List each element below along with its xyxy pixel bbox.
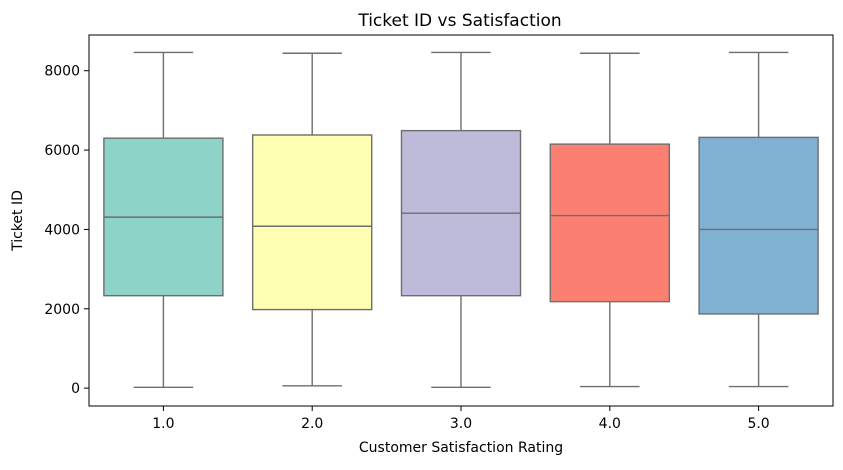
y-axis: 0 2000 4000 6000 8000 [44,64,89,397]
iqr-box [549,143,671,303]
iqr-box [251,134,373,311]
x-axis-label: Customer Satisfaction Rating [359,440,563,456]
x-tick-label: 4.0 [599,416,621,432]
y-tick-label: 8000 [44,64,80,80]
y-tick-label: 0 [71,381,80,397]
chart-title: Ticket ID vs Satisfaction [357,11,561,31]
boxes-layer [103,51,819,389]
x-tick-label: 2.0 [301,416,323,432]
x-tick-label: 5.0 [747,416,769,432]
box-group-1 [103,51,224,389]
y-tick-label: 4000 [44,222,80,238]
x-axis: 1.0 2.0 3.0 4.0 5.0 [152,406,770,432]
y-tick-label: 2000 [44,302,80,318]
iqr-box [698,136,819,315]
x-tick-label: 3.0 [450,416,472,432]
y-tick-label: 6000 [44,143,80,159]
box-group-2 [251,52,373,387]
y-axis-label: Ticket ID [10,190,26,252]
box-group-4 [549,52,671,388]
box-group-5 [698,51,819,388]
box-group-3 [400,51,522,389]
x-tick-label: 1.0 [152,416,174,432]
